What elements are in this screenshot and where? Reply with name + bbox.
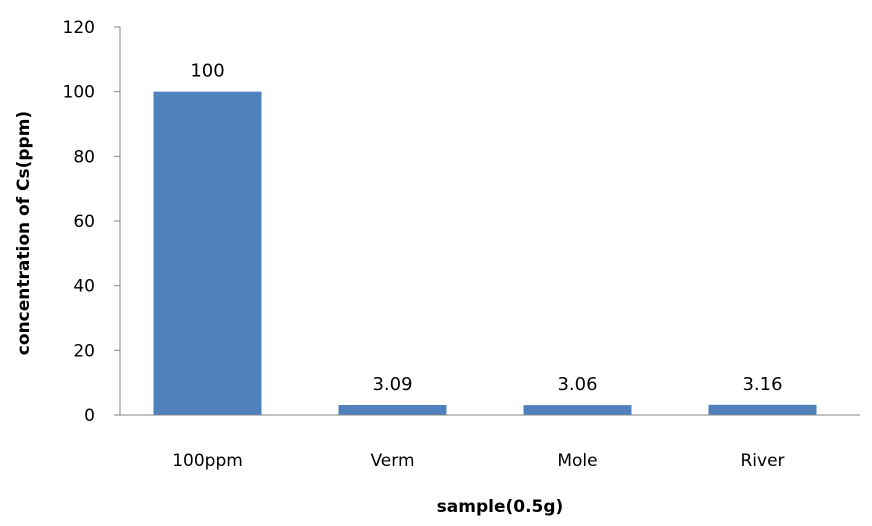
- y-tick-label: 0: [84, 406, 95, 426]
- y-tick-label: 100: [63, 83, 95, 103]
- data-labels: 100 3.09 3.06 3.16: [190, 61, 782, 395]
- y-tick-label: 60: [73, 212, 95, 232]
- y-axis-title: concentration of Cs(ppm): [14, 111, 34, 355]
- data-label: 3.06: [557, 374, 597, 395]
- y-axis-ticks: 0 20 40 60 80 100 120: [63, 18, 120, 426]
- bar-100ppm: [153, 91, 262, 416]
- data-label: 3.09: [372, 374, 412, 395]
- y-tick-label: 40: [73, 277, 95, 297]
- y-tick-label: 20: [73, 341, 95, 361]
- y-tick-label: 120: [63, 18, 95, 38]
- x-category-label: Mole: [557, 451, 597, 471]
- x-axis-category-labels: 100ppm Verm Mole River: [172, 451, 784, 471]
- bar-mole: [523, 405, 632, 415]
- x-axis-title: sample(0.5g): [437, 497, 564, 517]
- x-category-label: River: [740, 451, 784, 471]
- x-category-label: 100ppm: [172, 451, 243, 471]
- bar-verm: [338, 405, 447, 415]
- x-category-label: Verm: [370, 451, 414, 471]
- y-tick-label: 80: [73, 147, 95, 167]
- bars: [153, 91, 817, 416]
- data-label: 3.16: [742, 374, 782, 395]
- bar-river: [708, 404, 817, 415]
- data-label: 100: [190, 61, 224, 82]
